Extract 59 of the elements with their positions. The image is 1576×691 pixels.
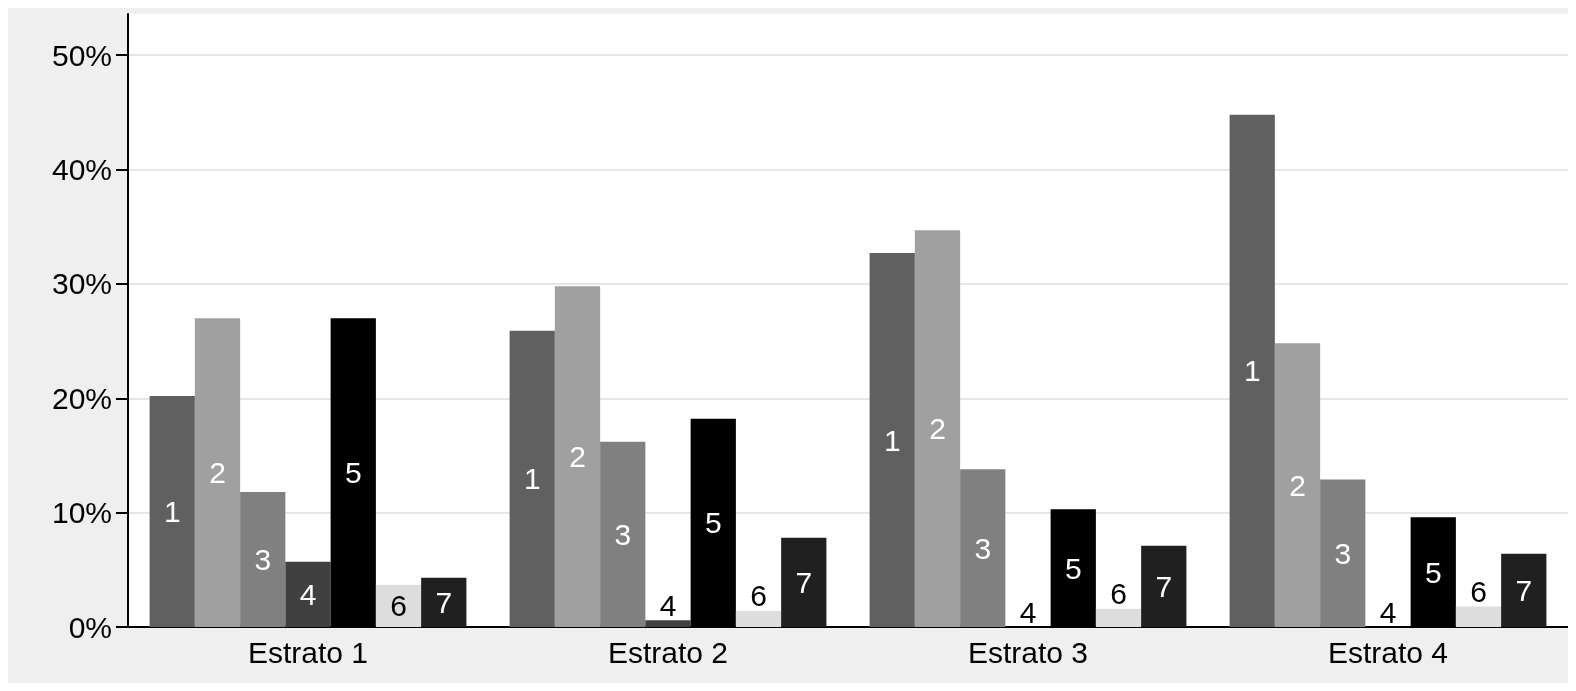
y-tick-label: 20% bbox=[51, 381, 112, 415]
bar bbox=[1501, 553, 1547, 627]
bar bbox=[509, 330, 555, 627]
x-tick-label: Estrato 2 bbox=[607, 635, 729, 669]
text: 4 bbox=[1379, 595, 1397, 629]
bar bbox=[1320, 479, 1366, 627]
text: 2 bbox=[569, 440, 586, 474]
y-tick-label: 0% bbox=[68, 610, 112, 644]
bar bbox=[554, 286, 601, 627]
bar bbox=[600, 441, 646, 627]
text: 5 bbox=[1064, 551, 1082, 585]
series-label: 1 bbox=[523, 462, 541, 496]
bar bbox=[421, 577, 467, 627]
text: 1 bbox=[163, 494, 181, 528]
x-tick-label: Estrato 3 bbox=[967, 635, 1089, 669]
bar bbox=[1455, 606, 1502, 627]
bar bbox=[914, 230, 961, 627]
text: 5 bbox=[344, 456, 362, 490]
text: 6 bbox=[1470, 574, 1487, 608]
bar bbox=[149, 395, 195, 627]
series-label: 4 bbox=[659, 588, 677, 622]
text: 7 bbox=[795, 565, 813, 599]
bar bbox=[1095, 608, 1142, 627]
series-label: 7 bbox=[435, 585, 453, 619]
y-tick-label: 50% bbox=[51, 38, 112, 72]
bar bbox=[1141, 545, 1187, 627]
series-label: 6 bbox=[750, 579, 767, 613]
bar bbox=[735, 610, 782, 627]
series-label: 3 bbox=[614, 517, 632, 551]
bar bbox=[960, 469, 1006, 627]
text: 3 bbox=[1334, 536, 1352, 570]
bar bbox=[645, 620, 691, 627]
text: 7 bbox=[1155, 569, 1173, 603]
bar bbox=[869, 253, 915, 627]
text: 4 bbox=[1019, 595, 1037, 629]
text: 1 bbox=[1243, 354, 1261, 388]
text: 3 bbox=[254, 543, 272, 577]
text: 3 bbox=[974, 531, 992, 565]
text: 4 bbox=[299, 577, 317, 611]
bar bbox=[240, 492, 286, 627]
x-tick-label: Estrato 4 bbox=[1327, 635, 1449, 669]
bar bbox=[781, 537, 827, 627]
bar bbox=[285, 561, 331, 627]
text: 1 bbox=[883, 423, 901, 457]
text: 6 bbox=[390, 589, 407, 623]
y-tick-label: 30% bbox=[51, 267, 112, 301]
text: 5 bbox=[1424, 555, 1442, 589]
bar bbox=[1229, 114, 1275, 627]
bar bbox=[1274, 343, 1321, 627]
text: 6 bbox=[1110, 577, 1127, 611]
y-tick-label: 10% bbox=[51, 496, 112, 530]
bar bbox=[194, 318, 241, 627]
y-tick-label: 40% bbox=[51, 153, 112, 187]
text: 7 bbox=[1515, 573, 1533, 607]
series-label: 5 bbox=[704, 506, 722, 540]
text: 2 bbox=[1289, 468, 1306, 502]
series-label: 2 bbox=[209, 456, 226, 490]
x-tick-label: Estrato 1 bbox=[247, 635, 369, 669]
text: 2 bbox=[929, 412, 946, 446]
